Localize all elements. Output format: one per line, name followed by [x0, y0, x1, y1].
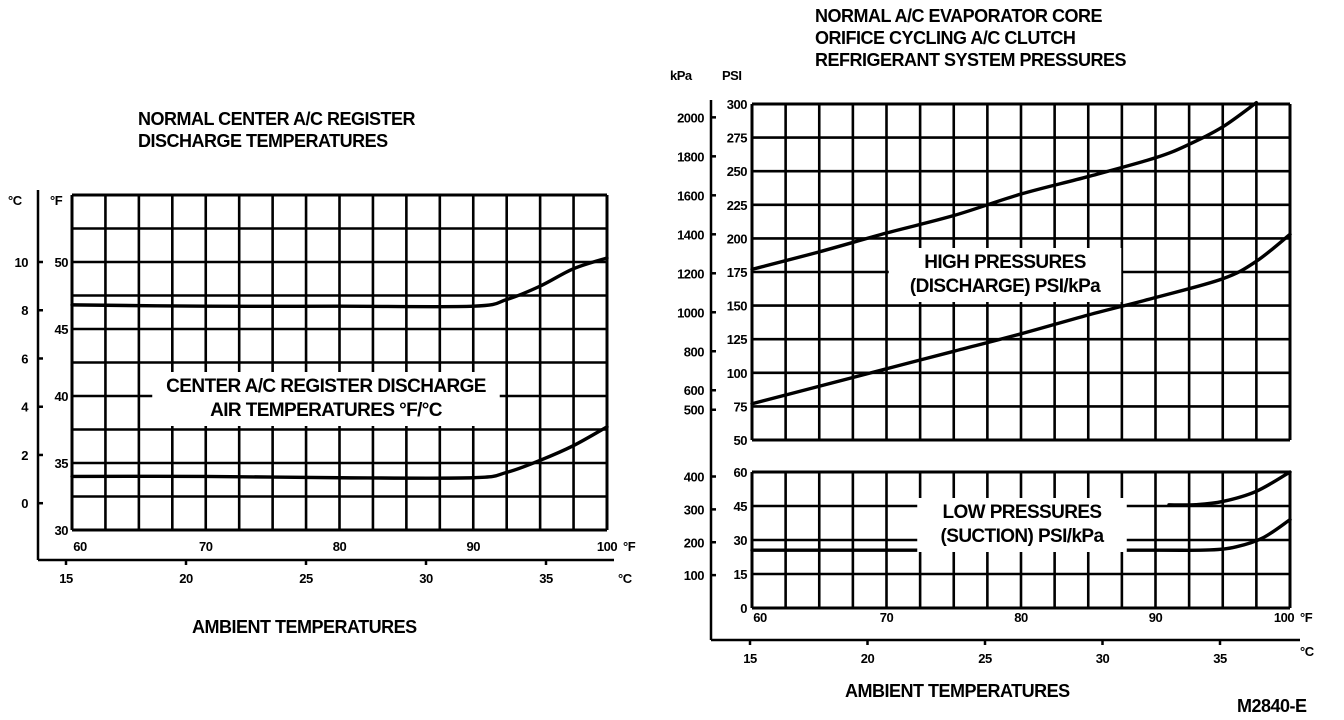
left-y2-tick-label: 4	[21, 400, 29, 415]
left-y-tick-label: 45	[55, 322, 69, 337]
right-low-inner-label-bg	[917, 498, 1127, 552]
right-x2-unit: °C	[1300, 644, 1315, 659]
right-low-inner-label-line-2: (SUCTION) PSI/kPa	[941, 526, 1105, 547]
right-chart-title-line-3: REFRIGERANT SYSTEM PRESSURES	[815, 50, 1127, 70]
right-high-y2-tick-label: 1400	[677, 227, 704, 242]
left-y2-unit: °C	[8, 193, 23, 208]
right-high-y-tick-label: 75	[734, 399, 748, 414]
right-x-tick-label: 70	[880, 610, 894, 625]
figure-id: M2840-E	[1237, 696, 1307, 716]
right-chart-title-line-1: NORMAL A/C EVAPORATOR CORE	[815, 6, 1103, 26]
left-chart-title-line-2: DISCHARGE TEMPERATURES	[138, 131, 388, 151]
right-high-y2-tick-label: 1600	[677, 188, 704, 203]
right-high-y-tick-label: 50	[734, 433, 748, 448]
right-chart-title-line-2: ORIFICE CYCLING A/C CLUTCH	[815, 28, 1075, 48]
right-high-y2-tick-label: 1800	[677, 149, 704, 164]
right-y-unit: PSI	[722, 68, 741, 83]
right-low-y2-tick-label: 400	[684, 470, 704, 485]
left-x2-tick-label: 30	[419, 571, 433, 586]
left-y2-tick-label: 8	[21, 303, 28, 318]
right-high-inner-label-bg	[888, 248, 1122, 302]
left-y-tick-label: 30	[55, 523, 69, 538]
right-x2-tick-label: 30	[1096, 651, 1110, 666]
left-x-tick-label: 70	[199, 539, 213, 554]
right-low-series-lower	[750, 517, 1292, 552]
left-x2-tick-label: 25	[299, 571, 313, 586]
right-low-y-tick-label: 0	[740, 601, 747, 616]
right-low-inner-label-line-1: LOW PRESSURES	[943, 502, 1102, 523]
left-x2-tick-label: 20	[179, 571, 193, 586]
right-x-tick-label: 80	[1014, 610, 1028, 625]
left-y2-tick-label: 10	[15, 255, 29, 270]
right-high-inner-label-line-1: HIGH PRESSURES	[924, 252, 1086, 273]
right-high-y-tick-label: 300	[727, 97, 747, 112]
right-high-series-lower	[750, 232, 1292, 406]
right-high-y-tick-label: 225	[727, 198, 747, 213]
right-high-y2-tick-label: 800	[684, 344, 704, 359]
right-low-y2-tick-label: 200	[684, 535, 704, 550]
right-high-y-tick-label: 175	[727, 265, 747, 280]
left-chart-title-line-1: NORMAL CENTER A/C REGISTER	[138, 109, 416, 129]
right-high-y-tick-label: 275	[727, 131, 747, 146]
left-y-unit: °F	[50, 193, 63, 208]
left-y-tick-label: 35	[55, 456, 69, 471]
right-low-y-tick-label: 15	[734, 567, 748, 582]
right-x-unit: °F	[1300, 610, 1313, 625]
right-x-tick-label: 90	[1149, 610, 1163, 625]
left-x2-unit: °C	[618, 571, 633, 586]
left-inner-label-bg	[152, 372, 500, 426]
right-xlabel: AMBIENT TEMPERATURES	[845, 681, 1070, 701]
left-inner-label-line-1: CENTER A/C REGISTER DISCHARGE	[166, 376, 486, 397]
left-x-tick-label: 100	[597, 539, 617, 554]
left-y-tick-label: 50	[55, 255, 69, 270]
left-y2-tick-label: 0	[21, 496, 28, 511]
left-x-tick-label: 90	[467, 539, 481, 554]
right-high-y-tick-label: 250	[727, 164, 747, 179]
right-y2-unit: kPa	[670, 68, 693, 83]
right-x2-tick-label: 20	[861, 651, 875, 666]
left-x2-tick-label: 35	[539, 571, 553, 586]
right-x-tick-label: 60	[753, 610, 767, 625]
right-high-y2-tick-label: 1200	[677, 266, 704, 281]
right-high-y-tick-label: 200	[727, 231, 747, 246]
right-low-series-upper	[1167, 470, 1292, 507]
right-x-tick-label: 100	[1274, 610, 1294, 625]
left-series-upper	[70, 256, 609, 309]
right-high-y2-tick-label: 1000	[677, 305, 704, 320]
left-x-unit: °F	[623, 539, 636, 554]
right-low-y-tick-label: 45	[734, 499, 748, 514]
right-high-y2-tick-label: 600	[684, 383, 704, 398]
right-low-y2-tick-label: 100	[684, 568, 704, 583]
left-inner-label-line-2: AIR TEMPERATURES °F/°C	[210, 400, 443, 421]
left-y2-tick-label: 6	[21, 351, 28, 366]
right-high-y-tick-label: 150	[727, 299, 747, 314]
right-low-y-tick-label: 60	[734, 465, 748, 480]
left-x2-tick-label: 15	[59, 571, 73, 586]
left-xlabel: AMBIENT TEMPERATURES	[192, 617, 417, 637]
right-x2-tick-label: 25	[978, 651, 992, 666]
right-x2-tick-label: 15	[743, 651, 757, 666]
right-x2-tick-label: 35	[1213, 651, 1227, 666]
left-x-tick-label: 60	[73, 539, 87, 554]
right-high-y-tick-label: 125	[727, 332, 747, 347]
left-y-tick-label: 40	[55, 389, 69, 404]
left-x-tick-label: 80	[333, 539, 347, 554]
right-high-inner-label-line-2: (DISCHARGE) PSI/kPa	[910, 276, 1101, 297]
left-y2-tick-label: 2	[21, 448, 28, 463]
right-high-series-upper	[750, 100, 1259, 272]
right-low-y-tick-label: 30	[734, 533, 748, 548]
right-high-y2-tick-label: 2000	[677, 110, 704, 125]
left-series-lower	[70, 425, 609, 480]
right-low-y2-tick-label: 300	[684, 502, 704, 517]
right-high-y2-tick-label: 500	[684, 403, 704, 418]
right-high-y-tick-label: 100	[727, 366, 747, 381]
